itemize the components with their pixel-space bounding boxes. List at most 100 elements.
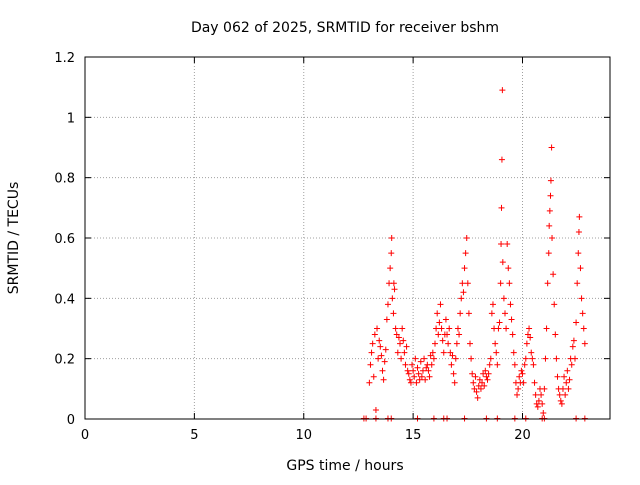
data-point-marker: [509, 331, 516, 338]
data-point-marker: [398, 355, 405, 362]
data-point-marker: [461, 265, 468, 272]
data-point-marker: [476, 376, 483, 383]
data-point-marker: [471, 385, 478, 392]
data-point-marker: [407, 379, 414, 386]
data-point-marker: [377, 343, 384, 350]
data-point-marker: [457, 310, 464, 317]
data-point-marker: [573, 319, 580, 326]
data-point-marker: [518, 367, 525, 374]
data-point-marker: [488, 310, 495, 317]
data-point-marker: [556, 391, 563, 398]
data-point-marker: [554, 373, 561, 380]
data-point-marker: [487, 355, 494, 362]
data-point-marker: [393, 331, 400, 338]
data-point-marker: [575, 228, 582, 235]
data-point-marker: [425, 367, 432, 374]
data-point-marker: [413, 379, 420, 386]
data-point-marker: [475, 382, 482, 389]
data-point-marker: [562, 391, 569, 398]
data-point-marker: [401, 349, 408, 356]
data-markers: [360, 87, 588, 422]
data-point-marker: [568, 361, 575, 368]
axis-ticks: 0 5 10 15 20 0 0.2 0.4 0.6 0.8 1 1.2: [54, 51, 610, 443]
data-point-marker: [405, 370, 412, 377]
data-point-marker: [563, 379, 570, 386]
data-point-marker: [499, 87, 506, 94]
data-point-marker: [532, 391, 539, 398]
data-point-marker: [381, 358, 388, 365]
data-point-marker: [494, 361, 501, 368]
data-point-marker: [564, 367, 571, 374]
data-point-marker: [543, 325, 550, 332]
data-point-marker: [524, 331, 531, 338]
data-point-marker: [453, 340, 460, 347]
data-point-marker: [575, 250, 582, 257]
data-point-marker: [522, 355, 529, 362]
data-point-marker: [439, 337, 446, 344]
data-point-marker: [446, 325, 453, 332]
data-point-marker: [460, 289, 467, 296]
data-point-marker: [498, 241, 505, 248]
data-point-marker: [496, 319, 503, 326]
data-point-marker: [427, 352, 434, 359]
data-point-marker: [506, 280, 513, 287]
data-point-marker: [510, 349, 517, 356]
data-point-marker: [552, 331, 559, 338]
data-point-marker: [416, 376, 423, 383]
data-point-marker: [376, 337, 383, 344]
data-point-marker: [448, 361, 455, 368]
x-tick-label: 15: [405, 428, 422, 443]
data-point-marker: [392, 325, 399, 332]
data-point-marker: [541, 385, 548, 392]
data-point-marker: [514, 391, 521, 398]
data-point-marker: [485, 370, 492, 377]
y-tick-label: 0: [67, 413, 75, 428]
data-point-marker: [375, 355, 382, 362]
data-point-marker: [495, 325, 502, 332]
data-point-marker: [483, 373, 490, 380]
data-point-marker: [479, 379, 486, 386]
data-point-marker: [464, 280, 471, 287]
data-point-marker: [497, 280, 504, 287]
data-point-marker: [470, 379, 477, 386]
data-point-marker: [481, 382, 488, 389]
data-point-marker: [477, 385, 484, 392]
data-point-marker: [374, 325, 381, 332]
data-point-marker: [579, 310, 586, 317]
data-point-marker: [508, 316, 515, 323]
data-point-marker: [499, 259, 506, 266]
data-point-marker: [397, 340, 403, 347]
data-point-marker: [389, 295, 396, 302]
data-point-marker: [557, 397, 564, 404]
data-point-marker: [468, 355, 475, 362]
data-point-marker: [558, 400, 565, 407]
data-point-marker: [529, 355, 536, 362]
data-point-marker: [515, 385, 522, 392]
data-point-marker: [440, 349, 447, 356]
y-tick-label: 0.6: [54, 232, 75, 247]
data-point-marker: [473, 388, 480, 395]
data-point-marker: [500, 295, 507, 302]
data-point-marker: [521, 361, 528, 368]
data-point-marker: [454, 325, 461, 332]
data-point-marker: [380, 376, 387, 383]
data-point-marker: [382, 346, 389, 353]
data-point-marker: [445, 340, 452, 347]
data-point-marker: [406, 376, 413, 383]
data-point-marker: [463, 235, 470, 241]
data-point-marker: [388, 235, 395, 241]
data-point-marker: [368, 349, 375, 356]
data-point-marker: [415, 370, 422, 377]
data-point-marker: [511, 361, 518, 368]
data-point-marker: [493, 349, 500, 356]
data-point-marker: [505, 265, 512, 272]
data-point-marker: [546, 222, 553, 229]
data-point-marker: [409, 361, 416, 368]
data-point-marker: [432, 340, 438, 347]
data-point-marker: [378, 352, 385, 359]
data-point-marker: [534, 403, 541, 410]
data-point-marker: [492, 340, 499, 347]
data-point-marker: [400, 337, 407, 344]
data-point-marker: [451, 379, 458, 386]
